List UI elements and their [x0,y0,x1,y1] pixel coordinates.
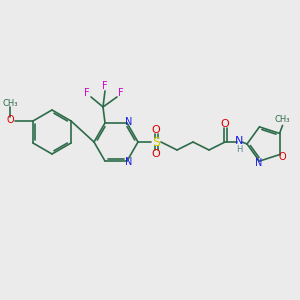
Text: O: O [6,115,14,125]
Text: N: N [125,157,133,167]
Text: F: F [118,88,124,98]
Text: F: F [84,88,90,98]
Text: N: N [255,158,262,168]
Text: O: O [152,125,160,135]
Text: H: H [236,145,242,154]
Text: O: O [220,119,230,129]
Text: N: N [125,117,133,127]
Text: F: F [102,81,108,91]
Text: O: O [152,149,160,159]
Text: O: O [279,152,286,162]
Text: N: N [235,136,243,146]
Text: CH₃: CH₃ [275,115,290,124]
Text: S: S [152,136,160,148]
Text: CH₃: CH₃ [2,98,18,107]
